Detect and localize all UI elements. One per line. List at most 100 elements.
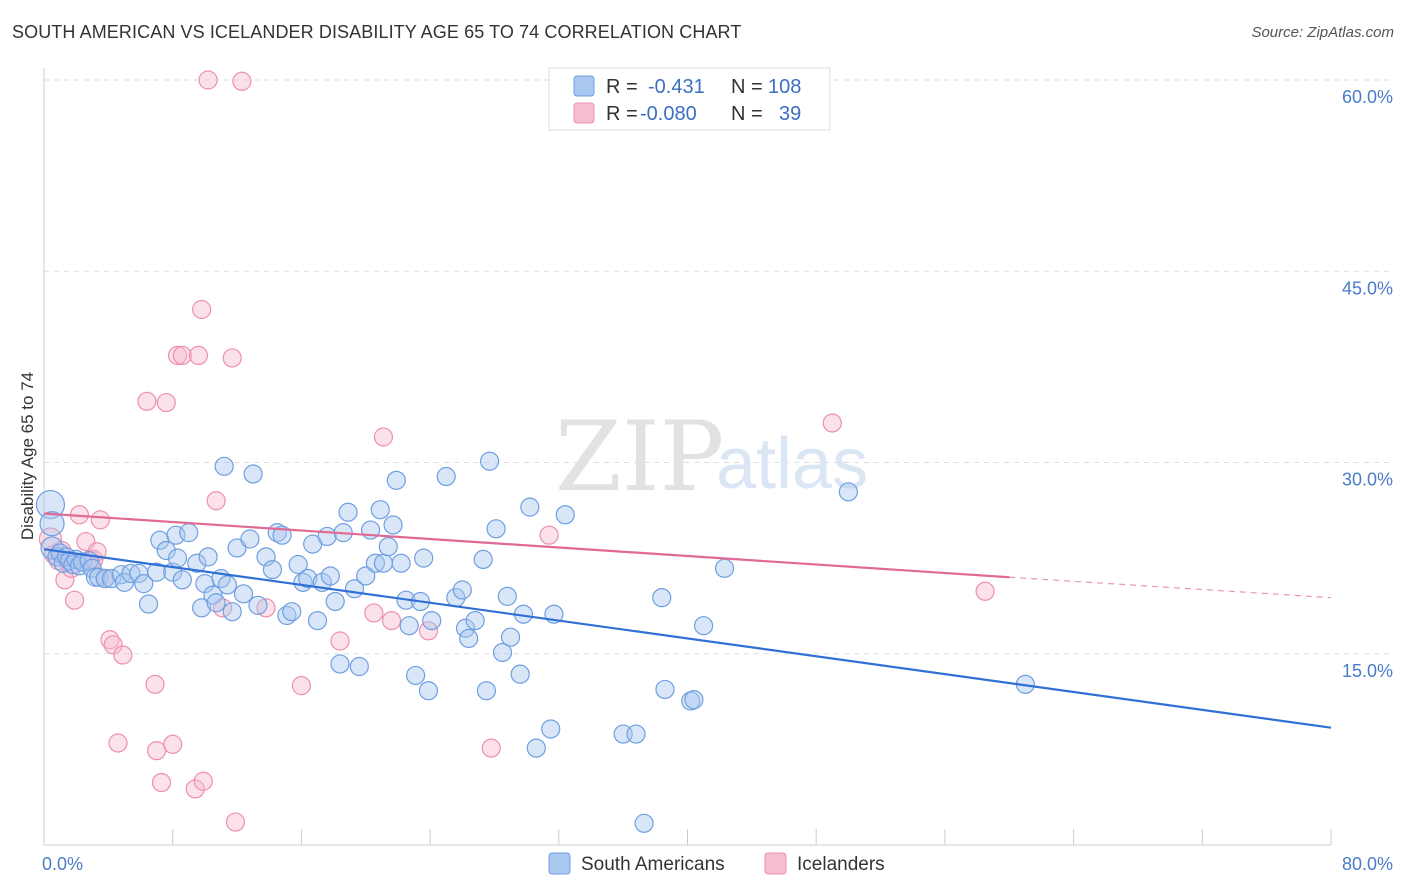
south-american-point xyxy=(714,558,735,578)
south-american-point xyxy=(192,598,212,618)
south-american-point xyxy=(383,515,403,535)
south-american-point xyxy=(167,548,188,568)
south-american-point xyxy=(147,562,167,582)
x-tick-label-min: 0.0% xyxy=(42,854,83,874)
grid-lines xyxy=(44,79,1393,655)
south-american-point xyxy=(555,505,575,525)
icelander-point xyxy=(232,71,252,91)
icelander-point xyxy=(822,413,842,433)
south-american-point xyxy=(317,526,337,547)
icelander-point xyxy=(225,812,246,832)
south-american-point xyxy=(282,602,302,622)
south-american-point xyxy=(378,537,398,557)
south-american-point xyxy=(307,610,328,631)
legend-swatch-icelanders xyxy=(573,102,595,124)
south-american-point xyxy=(520,497,540,517)
icelander-point xyxy=(108,733,128,753)
south-american-point xyxy=(298,568,318,589)
south-american-point xyxy=(655,679,675,700)
legend-r-label-2: R = xyxy=(606,103,638,125)
icelander-point xyxy=(212,598,233,618)
south-american-point xyxy=(262,559,283,580)
south-american-point xyxy=(510,664,530,684)
south-american-point xyxy=(465,610,485,631)
south-american-point xyxy=(526,738,546,758)
south-american-point xyxy=(35,489,66,520)
south-american-point xyxy=(214,456,234,476)
icelander-point xyxy=(481,738,501,758)
icelander-point xyxy=(103,635,123,655)
south-american-point xyxy=(206,593,226,613)
icelander-point xyxy=(206,491,226,511)
watermark-atlas: atlas xyxy=(716,424,868,504)
south-american-point xyxy=(172,570,192,590)
icelanders-points xyxy=(38,70,995,832)
y-axis-label: Disability Age 65 to 74 xyxy=(18,372,37,540)
icelander-point xyxy=(539,525,559,545)
icelander-point xyxy=(192,299,212,320)
series-legend-swatch-icelanders xyxy=(764,852,787,875)
south-american-point xyxy=(418,681,439,701)
south-american-point xyxy=(486,519,506,539)
south-american-point xyxy=(492,642,513,663)
icelander-point xyxy=(330,631,350,651)
legend-r-label-1: R = xyxy=(606,76,638,98)
south-americans-points xyxy=(35,451,1035,833)
legend-r-value-1: -0.431 xyxy=(648,76,705,98)
south-american-point xyxy=(198,547,218,567)
series-legend-south-americans: South Americans xyxy=(581,854,725,875)
south-american-point xyxy=(121,563,141,584)
icelander-point xyxy=(222,348,242,368)
south-american-point xyxy=(681,691,701,711)
south-american-point xyxy=(179,523,199,543)
watermark-zip: ZIP xyxy=(555,401,724,513)
icelander-point xyxy=(188,345,209,365)
south-american-point xyxy=(452,580,472,600)
south-american-point xyxy=(459,628,479,649)
series-legend-swatch-south-americans xyxy=(548,852,571,875)
icelander-point xyxy=(151,772,172,793)
icelander-point xyxy=(975,581,995,601)
south-american-point xyxy=(272,525,292,545)
trend-lines xyxy=(43,512,1332,729)
axes xyxy=(43,68,1332,846)
south-american-point xyxy=(330,654,350,674)
icelanders-trend-line xyxy=(43,512,1010,579)
south-american-point xyxy=(399,616,419,636)
south-american-point xyxy=(684,690,704,710)
south-american-point xyxy=(693,616,714,636)
south-american-point xyxy=(386,470,406,490)
south-american-point xyxy=(338,502,358,522)
correlation-legend: R = -0.431 N = 108 R = -0.080 N = 39 xyxy=(548,67,831,131)
south-american-point xyxy=(320,566,340,586)
south-american-point xyxy=(39,511,65,537)
legend-swatch-south-americans xyxy=(573,75,595,97)
south-american-point xyxy=(288,554,308,575)
icelander-point xyxy=(373,427,394,447)
south-american-point xyxy=(101,568,122,589)
south-american-point xyxy=(365,553,386,573)
legend-n-value-2: 39 xyxy=(779,103,801,125)
south-american-point xyxy=(240,529,260,549)
south-american-point xyxy=(138,594,159,614)
legend-n-value-1: 108 xyxy=(768,76,801,98)
icelander-point xyxy=(147,741,167,761)
icelander-point xyxy=(64,590,85,610)
south-americans-trend-line xyxy=(43,548,1332,729)
y-tick-label: 60.0% xyxy=(1342,87,1393,107)
icelander-point xyxy=(113,645,133,665)
south-american-point xyxy=(406,665,426,686)
south-american-point xyxy=(373,553,394,573)
icelander-point xyxy=(172,345,192,365)
icelanders-trend-extension xyxy=(1009,576,1332,599)
south-american-point xyxy=(652,588,672,608)
y-tick-label: 45.0% xyxy=(1342,278,1393,298)
south-american-point xyxy=(156,540,176,561)
icelander-point xyxy=(90,510,110,530)
icelander-point xyxy=(364,603,384,623)
south-american-point xyxy=(422,610,442,631)
icelander-point xyxy=(100,630,120,650)
icelander-point xyxy=(381,610,402,631)
legend-n-label-2: N = xyxy=(731,103,763,125)
south-american-point xyxy=(476,681,497,701)
